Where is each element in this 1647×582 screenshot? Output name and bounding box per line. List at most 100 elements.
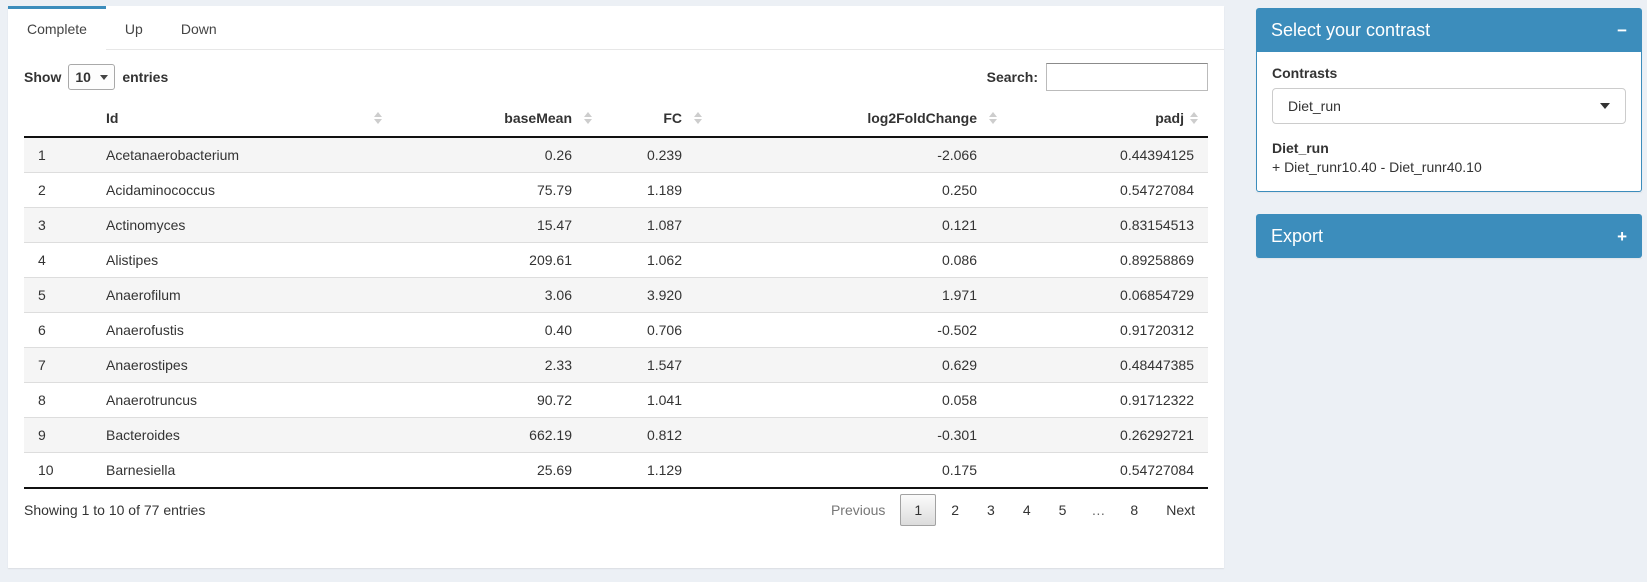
row-index-cell: 5 [24,277,96,313]
log2foldchange-cell: -0.502 [712,312,1007,348]
log2foldchange-cell: 0.629 [712,347,1007,383]
page-length-select[interactable]: 10 [68,64,116,90]
table-row[interactable]: 9 Bacteroides 662.19 0.812 -0.301 0.2629… [24,417,1208,453]
table-footer: Showing 1 to 10 of 77 entries Previous 1… [24,494,1208,526]
tab-up[interactable]: Up [124,21,143,37]
id-cell: Acidaminococcus [96,172,392,208]
entries-label: entries [122,69,169,85]
page-button-4[interactable]: 4 [1022,502,1031,518]
fc-cell: 1.062 [602,242,712,278]
log2foldchange-cell: 1.971 [712,277,1007,313]
page-button-1[interactable]: 1 [900,494,937,526]
padj-cell: 0.83154513 [1007,207,1208,243]
sort-icon [584,112,592,124]
table-row[interactable]: 7 Anaerostipes 2.33 1.547 0.629 0.484473… [24,347,1208,383]
padj-cell: 0.44394125 [1120,147,1194,163]
page-button-8[interactable]: 8 [1130,502,1139,518]
contrast-panel-body: Contrasts Diet_run Diet_run + Diet_runr1… [1256,52,1642,192]
expand-plus-icon[interactable]: + [1617,226,1627,246]
col-header-fc-label: FC [663,110,682,126]
next-page-button[interactable]: Next [1166,502,1195,518]
table-row[interactable]: 2 Acidaminococcus 75.79 1.189 0.250 0.54… [24,172,1208,208]
fc-cell: 3.920 [602,277,712,313]
id-cell: Anaerotruncus [96,382,392,418]
id-cell: Anaerofilum [96,277,392,313]
padj-cell: 0.54727084 [1007,172,1208,208]
padj-cell: 0.89258869 [1007,242,1208,278]
col-header-padj-label: padj [1155,110,1184,126]
table-row[interactable]: 1 Acetanaerobacterium 0.26 0.239 -2.066 … [24,137,1208,173]
row-index-cell: 9 [24,417,96,453]
results-table: Id baseMean FC log2FoldChange [24,100,1208,489]
col-header-index [24,100,96,138]
id-cell: Anaerofustis [96,312,392,348]
padj-cell: 0.91712322 [1007,382,1208,418]
results-tab-box: Complete Up Down Show 10 entries Search: [8,6,1224,568]
tab-down[interactable]: Down [180,21,217,37]
col-header-log2foldchange[interactable]: log2FoldChange [712,100,1007,138]
contrast-definition: + Diet_runr10.40 - Diet_runr40.10 [1272,159,1482,175]
col-header-id-label: Id [106,110,119,126]
fc-cell: 0.812 [602,417,712,453]
pagination-ellipsis: … [1091,502,1106,518]
table-row[interactable]: 10 Barnesiella 25.69 1.129 0.175 0.54727… [24,452,1208,488]
page-length-value: 10 [75,69,91,85]
contrast-panel-header[interactable]: Select your contrast − [1256,8,1642,52]
padj-cell: 0.91720312 [1007,312,1208,348]
padj-cell: 0.06854729 [1007,277,1208,313]
log2foldchange-cell: -0.301 [712,417,1007,453]
row-index-cell: 7 [24,347,96,383]
page-button-3[interactable]: 3 [987,502,995,518]
basemean-cell: 25.69 [392,452,602,488]
fc-cell: 1.087 [602,207,712,243]
table-row[interactable]: 4 Alistipes 209.61 1.062 0.086 0.8925886… [24,242,1208,278]
id-cell: Bacteroides [96,417,392,453]
contrast-select[interactable]: Diet_run [1272,88,1626,124]
row-index-cell: 8 [24,382,96,418]
table-row[interactable]: 6 Anaerofustis 0.40 0.706 -0.502 0.91720… [24,312,1208,348]
previous-page-button[interactable]: Previous [830,502,886,518]
fc-cell: 0.239 [646,147,682,163]
col-header-basemean-label: baseMean [504,110,572,126]
collapse-minus-icon[interactable]: − [1617,20,1627,40]
sort-icon [374,112,382,124]
id-cell: Acetanaerobacterium [106,147,240,163]
basemean-cell: 3.06 [392,277,602,313]
row-index-cell: 6 [24,312,96,348]
row-index-cell: 10 [24,452,96,488]
show-label: Show [24,69,62,85]
sort-icon [1190,112,1198,124]
page-button-5[interactable]: 5 [1058,502,1067,518]
col-header-fc[interactable]: FC [602,100,712,138]
caret-down-icon [100,74,109,80]
caret-down-icon [1600,103,1610,109]
col-header-basemean[interactable]: baseMean [392,100,602,138]
export-panel-header[interactable]: Export + [1256,214,1642,258]
padj-cell: 0.26292721 [1007,417,1208,453]
id-cell: Actinomyces [96,207,392,243]
col-header-id[interactable]: Id [96,100,392,138]
padj-cell: 0.54727084 [1007,452,1208,488]
col-header-padj[interactable]: padj [1007,100,1208,138]
log2foldchange-cell: -2.066 [937,147,977,163]
page-button-2[interactable]: 2 [951,502,960,518]
contrast-panel: Select your contrast − Contrasts Diet_ru… [1256,8,1642,192]
tab-complete[interactable]: Complete [8,6,106,50]
fc-cell: 1.547 [602,347,712,383]
id-cell: Anaerostipes [96,347,392,383]
sidebar-column: Select your contrast − Contrasts Diet_ru… [1256,8,1642,280]
search-control: Search: [987,63,1208,91]
log2foldchange-cell: 0.175 [712,452,1007,488]
id-cell: Barnesiella [96,452,392,488]
pagination: Previous 1 2 3 4 5 … 8 Next [816,494,1208,526]
contrasts-label: Contrasts [1272,65,1338,81]
fc-cell: 1.129 [602,452,712,488]
table-row[interactable]: 5 Anaerofilum 3.06 3.920 1.971 0.0685472… [24,277,1208,313]
search-input[interactable] [1046,63,1208,91]
table-row[interactable]: 8 Anaerotruncus 90.72 1.041 0.058 0.9171… [24,382,1208,418]
log2foldchange-cell: 0.058 [712,382,1007,418]
table-controls: Show 10 entries Search: [24,63,1208,91]
tab-bar: Complete Up Down [8,6,1224,50]
table-row[interactable]: 3 Actinomyces 15.47 1.087 0.121 0.831545… [24,207,1208,243]
export-panel: Export + [1256,214,1642,258]
